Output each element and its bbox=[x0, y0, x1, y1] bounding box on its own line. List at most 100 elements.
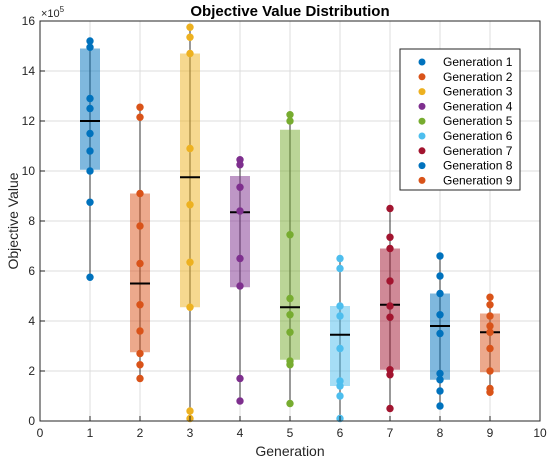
data-point-gen-5 bbox=[286, 231, 294, 239]
exponent-power: 5 bbox=[60, 5, 65, 14]
box-gen-4 bbox=[230, 176, 250, 288]
data-point-gen-4 bbox=[236, 161, 244, 169]
data-point-gen-9 bbox=[486, 293, 494, 301]
data-point-gen-5 bbox=[286, 399, 294, 408]
data-point-gen-2 bbox=[136, 103, 144, 111]
x-tick-label: 4 bbox=[237, 426, 244, 440]
data-point-gen-5 bbox=[286, 361, 294, 369]
point-layer bbox=[86, 23, 494, 423]
data-point-gen-6 bbox=[336, 344, 344, 353]
data-point-gen-5 bbox=[286, 111, 294, 119]
data-point-gen-3 bbox=[186, 33, 194, 41]
y-tick-label: 2 bbox=[28, 364, 35, 378]
y-tick-label: 4 bbox=[28, 314, 35, 328]
data-point-gen-6 bbox=[336, 254, 344, 263]
legend-marker bbox=[418, 147, 426, 155]
box-gen-5 bbox=[280, 129, 300, 360]
data-point-gen-8 bbox=[436, 329, 444, 338]
x-tick-label: 1 bbox=[87, 426, 94, 440]
box-gen-3 bbox=[180, 53, 200, 308]
data-point-gen-1 bbox=[86, 104, 94, 113]
y-tick-label: 6 bbox=[28, 264, 35, 278]
data-point-gen-9 bbox=[486, 322, 494, 330]
exponent-base: ×10 bbox=[41, 8, 60, 20]
data-point-gen-4 bbox=[236, 397, 244, 405]
data-point-gen-1 bbox=[86, 43, 94, 51]
data-point-gen-3 bbox=[186, 144, 194, 153]
x-tick-label: 5 bbox=[287, 426, 294, 440]
legend-marker bbox=[418, 88, 426, 96]
data-point-gen-1 bbox=[86, 147, 94, 155]
x-tick-label: 8 bbox=[437, 426, 444, 440]
data-point-gen-8 bbox=[436, 369, 444, 378]
data-point-gen-8 bbox=[436, 376, 444, 384]
data-point-gen-5 bbox=[286, 294, 294, 303]
data-point-gen-1 bbox=[86, 129, 94, 138]
y-tick-label: 16 bbox=[22, 14, 36, 28]
data-point-gen-1 bbox=[86, 198, 94, 206]
x-tick-label: 6 bbox=[337, 426, 344, 440]
data-point-gen-6 bbox=[336, 392, 344, 400]
x-tick-label: 10 bbox=[533, 426, 547, 440]
x-tick-label: 9 bbox=[487, 426, 494, 440]
data-point-gen-9 bbox=[486, 301, 494, 309]
data-point-gen-1 bbox=[86, 94, 94, 103]
data-point-gen-7 bbox=[386, 404, 394, 413]
legend-marker bbox=[418, 132, 426, 140]
data-point-gen-9 bbox=[486, 312, 494, 320]
y-tick-label: 14 bbox=[22, 64, 36, 78]
data-point-gen-5 bbox=[286, 311, 294, 319]
data-point-gen-2 bbox=[136, 349, 144, 358]
data-point-gen-3 bbox=[186, 303, 194, 311]
data-point-gen-2 bbox=[136, 259, 144, 268]
data-point-gen-7 bbox=[386, 244, 394, 253]
data-point-gen-8 bbox=[436, 387, 444, 395]
data-point-gen-2 bbox=[136, 189, 144, 198]
x-axis-label: Generation bbox=[255, 443, 324, 459]
y-tick-label: 8 bbox=[28, 214, 35, 228]
data-point-gen-4 bbox=[236, 183, 244, 191]
data-point-gen-8 bbox=[436, 272, 444, 280]
x-tick-label: 7 bbox=[387, 426, 394, 440]
data-point-gen-6 bbox=[336, 302, 344, 310]
data-point-gen-2 bbox=[136, 361, 144, 369]
legend-marker bbox=[418, 73, 426, 81]
chart-title: Objective Value Distribution bbox=[190, 3, 389, 20]
data-point-gen-7 bbox=[386, 204, 394, 213]
legend-marker bbox=[418, 58, 426, 66]
data-point-gen-6 bbox=[336, 312, 344, 320]
legend-entry-label: Generation 7 bbox=[443, 144, 513, 158]
data-point-gen-5 bbox=[286, 117, 294, 125]
data-point-gen-1 bbox=[86, 37, 94, 45]
data-point-gen-4 bbox=[236, 282, 244, 290]
data-point-gen-3 bbox=[186, 49, 194, 58]
data-point-gen-6 bbox=[336, 264, 344, 273]
data-point-gen-3 bbox=[186, 23, 194, 31]
data-point-gen-9 bbox=[486, 344, 494, 353]
legend-entry-label: Generation 6 bbox=[443, 129, 513, 143]
data-point-gen-1 bbox=[86, 273, 94, 281]
legend-marker bbox=[418, 176, 426, 184]
data-point-gen-9 bbox=[486, 388, 494, 396]
box-gen-9 bbox=[480, 313, 500, 373]
legend-entry-label: Generation 2 bbox=[443, 70, 513, 84]
data-point-gen-7 bbox=[386, 302, 394, 310]
data-point-gen-6 bbox=[336, 382, 344, 390]
legend-entry-label: Generation 1 bbox=[443, 55, 513, 69]
x-tick-label: 3 bbox=[187, 426, 194, 440]
data-point-gen-8 bbox=[436, 402, 444, 410]
data-point-gen-7 bbox=[386, 313, 394, 321]
data-point-gen-7 bbox=[386, 277, 394, 285]
legend-entry-label: Generation 9 bbox=[443, 173, 513, 187]
y-axis-label: Objective Value bbox=[5, 172, 21, 269]
data-point-gen-2 bbox=[136, 374, 144, 383]
data-point-gen-7 bbox=[386, 371, 394, 379]
data-point-gen-2 bbox=[136, 301, 144, 309]
data-point-gen-2 bbox=[136, 113, 144, 121]
data-point-gen-3 bbox=[186, 201, 194, 209]
x-tick-label: 0 bbox=[37, 426, 44, 440]
